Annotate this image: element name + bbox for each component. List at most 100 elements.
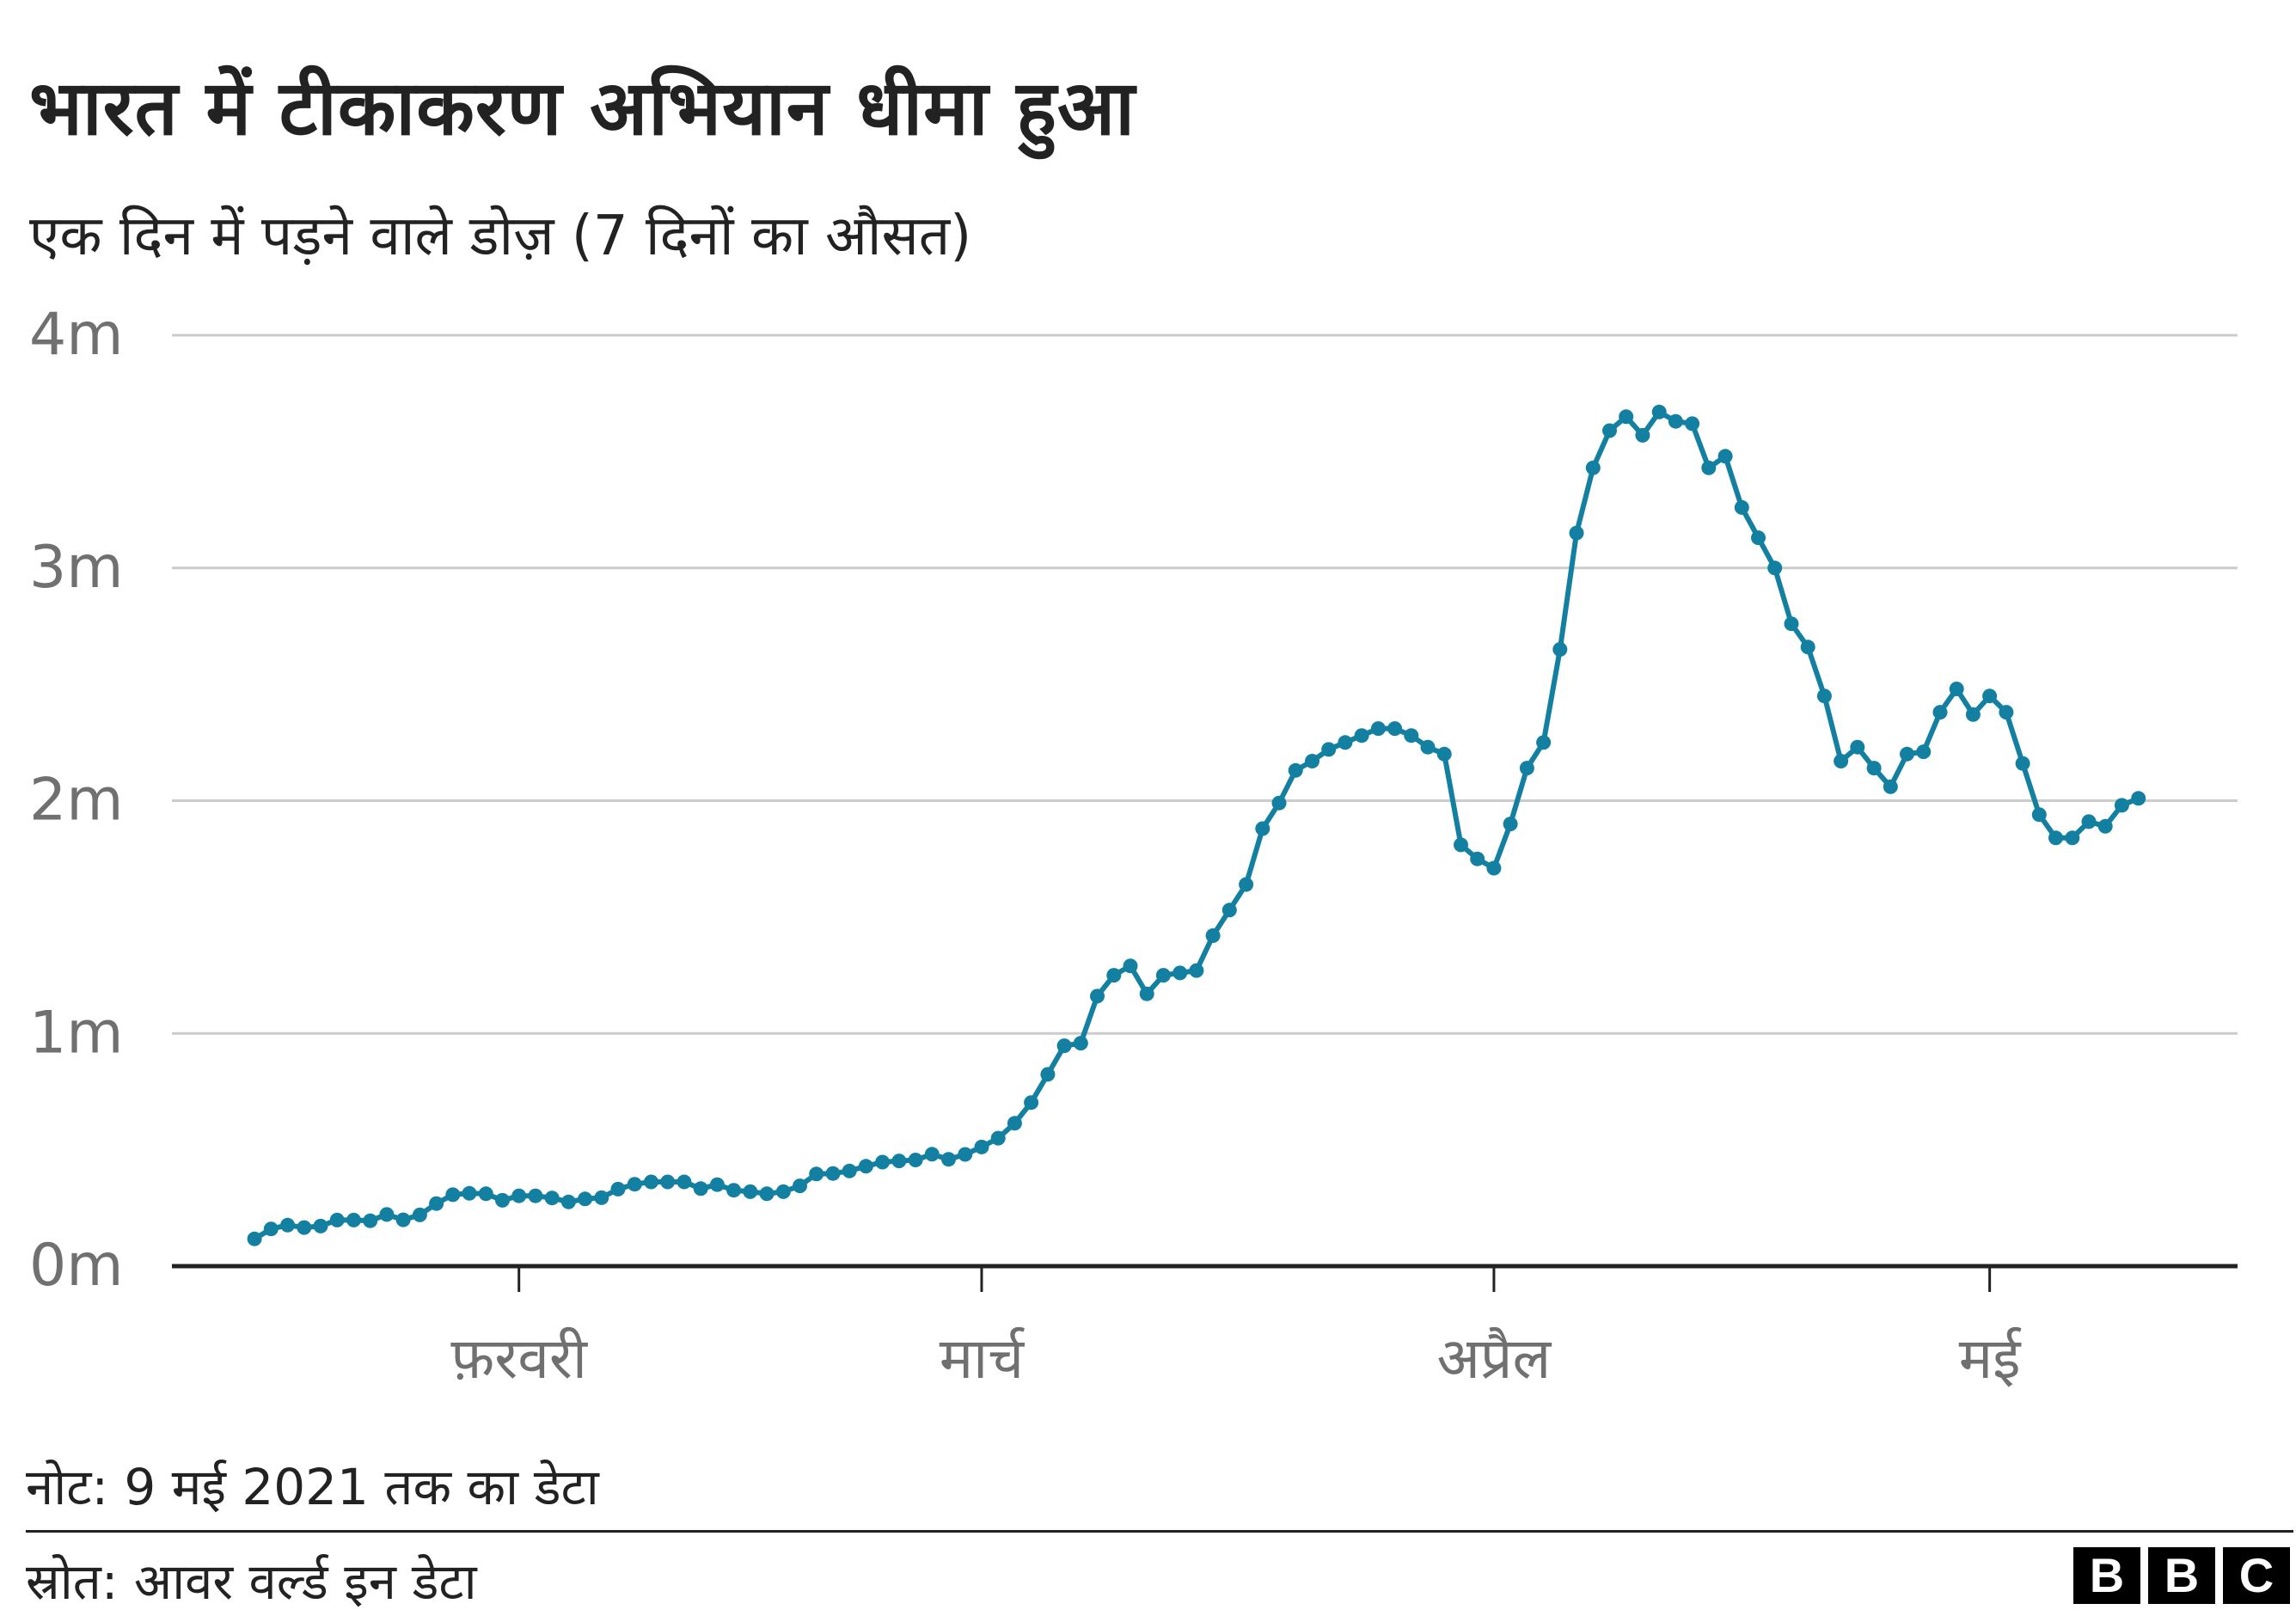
data-point <box>1123 958 1138 974</box>
data-point <box>462 1185 477 1201</box>
data-point <box>1387 721 1403 737</box>
data-point <box>1024 1095 1039 1111</box>
data-point <box>1701 460 1717 475</box>
data-point <box>511 1188 527 1203</box>
data-point <box>1205 928 1221 943</box>
data-point <box>990 1130 1006 1146</box>
data-point <box>1717 449 1733 464</box>
data-point <box>2031 807 2047 823</box>
data-point <box>280 1217 296 1233</box>
chart-title: भारत में टीकाकरण अभियान धीमा हुआ <box>29 64 1136 152</box>
data-point <box>974 1139 989 1154</box>
data-point <box>297 1220 312 1235</box>
divider <box>26 1530 2293 1533</box>
data-point <box>743 1184 758 1199</box>
data-point <box>594 1190 609 1205</box>
data-point <box>1619 409 1634 425</box>
x-tick-label: फ़रवरी <box>450 1325 589 1392</box>
data-point <box>445 1187 461 1203</box>
data-point <box>1338 735 1353 750</box>
line-chart: 0m 1m 2m 3m 4m फ़रवरी मार्च अप्रैल मई <box>29 301 2238 1392</box>
x-tick-label: मई <box>1959 1325 2022 1392</box>
data-point <box>1552 642 1568 657</box>
data-point <box>478 1186 493 1202</box>
data-point <box>1239 877 1254 892</box>
data-point <box>1602 423 1617 438</box>
data-point <box>1866 761 1882 776</box>
data-point <box>1486 860 1502 876</box>
data-point <box>842 1163 857 1178</box>
data-point <box>693 1181 708 1197</box>
bbc-logo: B B C <box>2073 1547 2290 1604</box>
data-point <box>908 1153 923 1167</box>
data-point <box>412 1207 427 1222</box>
data-point <box>1354 728 1369 744</box>
data-point <box>1651 404 1667 419</box>
data-point <box>2081 814 2097 829</box>
data-point <box>1305 754 1319 768</box>
data-point <box>1056 1038 1072 1054</box>
data-point <box>528 1188 543 1203</box>
bbc-logo-c: C <box>2223 1547 2290 1604</box>
data-point <box>2114 798 2129 813</box>
data-point <box>1999 705 2014 720</box>
data-point <box>627 1177 642 1192</box>
data-point <box>379 1207 395 1222</box>
data-point <box>1569 525 1584 541</box>
chart-source: स्रोत: आवर वर्ल्ड इन डेटा <box>26 1552 477 1611</box>
data-point <box>560 1194 576 1209</box>
y-tick-label: 2m <box>29 767 124 835</box>
data-point <box>2065 830 2080 846</box>
data-point <box>1420 739 1436 755</box>
data-point <box>1850 739 1865 755</box>
series-line <box>252 409 2141 1242</box>
data-point <box>2015 756 2030 771</box>
data-point <box>1734 499 1749 515</box>
data-point <box>1090 989 1105 1004</box>
data-point <box>495 1192 510 1208</box>
data-point <box>247 1231 262 1246</box>
data-point <box>1536 735 1552 750</box>
data-point <box>313 1218 328 1233</box>
data-point <box>329 1212 345 1227</box>
x-tick-label: मार्च <box>940 1325 1026 1392</box>
data-point <box>1454 837 1468 853</box>
data-point <box>1800 640 1815 655</box>
data-point <box>1007 1116 1022 1131</box>
data-point <box>1982 689 1998 704</box>
data-point <box>1172 965 1188 981</box>
data-point <box>1073 1036 1088 1051</box>
data-point <box>726 1183 742 1198</box>
data-point <box>858 1159 873 1174</box>
data-point <box>825 1166 841 1181</box>
data-point <box>1784 616 1799 632</box>
y-tick-label: 0m <box>29 1232 124 1300</box>
data-point <box>644 1174 658 1190</box>
data-point <box>544 1190 560 1206</box>
x-tick-label: अप्रैल <box>1437 1325 1552 1392</box>
data-point <box>1932 705 1948 720</box>
bbc-logo-b1: B <box>2073 1547 2140 1604</box>
data-point <box>775 1184 791 1199</box>
data-point <box>1221 903 1237 918</box>
data-point <box>1106 968 1122 983</box>
data-point <box>1139 986 1154 1001</box>
data-point <box>1816 689 1832 704</box>
data-point <box>395 1212 411 1227</box>
data-point <box>610 1181 626 1197</box>
data-point <box>1321 742 1337 757</box>
data-point <box>2097 818 2113 834</box>
data-point <box>1404 728 1419 744</box>
data-point <box>363 1213 378 1228</box>
data-point <box>941 1152 956 1167</box>
data-point <box>709 1177 725 1192</box>
data-point <box>924 1147 940 1162</box>
data-point <box>2048 830 2063 846</box>
data-point <box>891 1154 907 1169</box>
data-point <box>1288 762 1303 778</box>
y-tick-label: 4m <box>29 301 124 369</box>
data-point <box>1900 746 1914 762</box>
data-point <box>1834 754 1849 768</box>
data-point <box>1668 413 1683 429</box>
data-point <box>1949 682 1964 696</box>
